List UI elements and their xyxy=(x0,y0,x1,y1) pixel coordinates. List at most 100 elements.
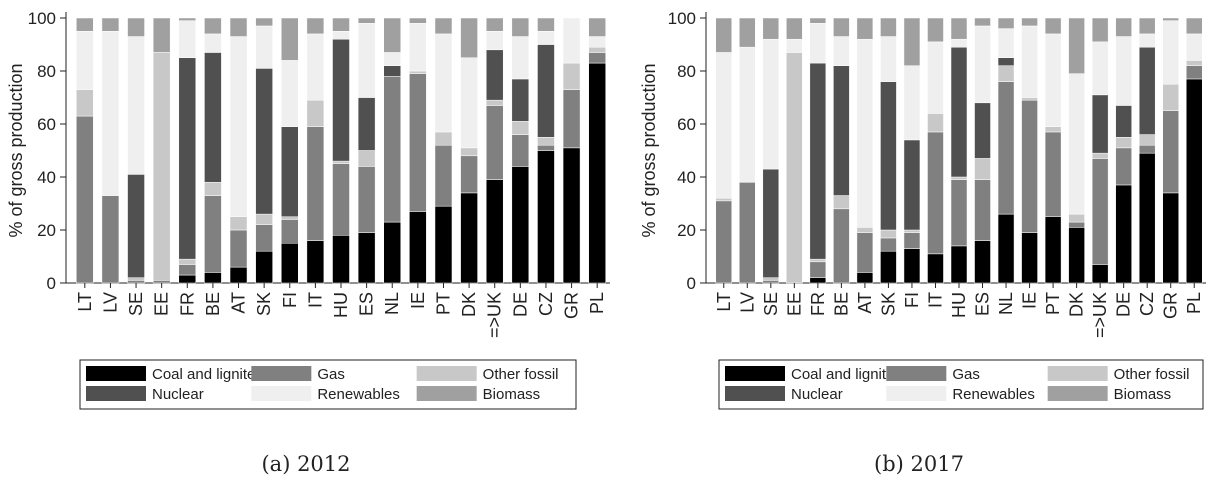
bar-segment-biomass xyxy=(786,17,803,40)
bar-segment-nuclear xyxy=(950,46,968,178)
x-tick-label: SE xyxy=(761,292,781,316)
x-tick-label: DK xyxy=(459,292,479,317)
chart-caption: (a) 2012 xyxy=(261,452,351,476)
x-tick-label: IE xyxy=(1020,292,1040,309)
bar-segment-biomass xyxy=(383,17,401,53)
bar-segment-other_fossil xyxy=(537,137,555,146)
x-tick-label: BE xyxy=(203,292,223,316)
y-tick-label: 60 xyxy=(37,115,56,134)
bar-segment-renewables xyxy=(588,36,606,48)
bar-segment-other_fossil xyxy=(1044,126,1062,133)
x-tick-label: NL xyxy=(382,292,402,315)
bar-segment-coal xyxy=(588,62,606,284)
bar-segment-coal xyxy=(1185,78,1203,284)
x-tick-label: PT xyxy=(433,292,453,315)
bar-segment-renewables xyxy=(101,31,120,196)
y-tick-label: 100 xyxy=(28,9,56,28)
y-axis-title: % of gross production xyxy=(639,63,659,237)
bar-segment-gas xyxy=(485,105,504,180)
bar-segment-gas xyxy=(204,195,222,273)
bar-segment-biomass xyxy=(281,17,299,61)
x-tick-label: AT xyxy=(855,292,875,314)
bar-segment-nuclear xyxy=(357,97,376,151)
bar-segment-renewables xyxy=(537,31,555,45)
bar-segment-renewables xyxy=(255,25,273,69)
bar-segment-biomass xyxy=(856,17,874,40)
bar-segment-renewables xyxy=(383,52,401,66)
bar-segment-biomass xyxy=(255,17,273,27)
bar-segment-gas xyxy=(1044,131,1062,217)
bar-segment-nuclear xyxy=(383,65,401,77)
bar-segment-biomass xyxy=(927,17,944,43)
bar-segment-coal xyxy=(1068,227,1085,284)
legend-label-gas: Gas xyxy=(952,366,980,383)
bar-segment-gas xyxy=(306,126,325,241)
bar-segment-renewables xyxy=(1021,25,1038,98)
x-tick-label: GR xyxy=(562,292,582,319)
bar-segment-renewables xyxy=(281,60,299,127)
bar-segment-gas xyxy=(1021,99,1038,233)
bar-segment-renewables xyxy=(1115,36,1132,106)
bar-segment-renewables xyxy=(562,17,581,64)
legend-box xyxy=(718,359,1204,410)
bar-segment-other_fossil xyxy=(1185,60,1203,66)
bar-segment-renewables xyxy=(833,36,850,66)
bar-segment-gas xyxy=(511,134,530,167)
x-tick-label: AT xyxy=(229,292,249,314)
bar-segment-renewables xyxy=(434,33,453,133)
x-tick-label: SK xyxy=(878,292,898,316)
bar-segment-biomass xyxy=(460,17,478,58)
bar-segment-biomass xyxy=(715,17,733,53)
bar-segment-gas xyxy=(588,52,606,64)
bar-segment-gas xyxy=(1138,144,1156,154)
x-tick-label: CZ xyxy=(536,292,556,316)
bar-segment-coal xyxy=(204,272,222,284)
bar-segment-gas xyxy=(974,179,991,241)
bar-segment-other_fossil xyxy=(127,277,145,281)
bar-segment-other_fossil xyxy=(856,227,874,233)
bar-segment-coal xyxy=(357,232,376,284)
bar-segment-nuclear xyxy=(281,126,299,217)
legend-swatch-renewables xyxy=(251,386,312,401)
bar-segment-gas xyxy=(101,195,120,284)
bar-segment-other_fossil xyxy=(511,121,530,135)
bar-segment-gas xyxy=(739,182,756,284)
bar-segment-biomass xyxy=(76,17,94,32)
x-tick-label: FR xyxy=(177,292,197,316)
bar-segment-coal xyxy=(856,272,874,284)
bar-segment-coal xyxy=(178,274,197,284)
x-tick-label: GR xyxy=(1161,292,1181,319)
bar-segment-gas xyxy=(1115,147,1132,186)
bar-segment-gas xyxy=(409,73,427,212)
bar-segment-other_fossil xyxy=(588,46,606,53)
y-tick-label: 20 xyxy=(677,221,696,240)
bar-segment-gas xyxy=(1185,65,1203,80)
legend-swatch-coal xyxy=(86,366,146,381)
bar-segment-nuclear xyxy=(762,168,780,278)
y-axis-title: % of gross production xyxy=(6,63,26,237)
bar-segment-coal xyxy=(1138,152,1156,284)
bar-segment-other_fossil xyxy=(76,89,94,117)
bar-segment-biomass xyxy=(950,17,968,40)
bar-segment-coal xyxy=(1021,232,1038,284)
bar-segment-coal xyxy=(997,213,1015,284)
bar-segment-other_fossil xyxy=(1115,137,1132,149)
bar-segment-gas xyxy=(255,224,273,252)
bar-segment-renewables xyxy=(880,36,897,82)
bar-segment-other_fossil xyxy=(485,99,504,106)
bar-segment-gas xyxy=(332,163,350,236)
bar-segment-coal xyxy=(950,245,968,284)
bar-segment-biomass xyxy=(588,17,606,37)
legend-swatch-biomass xyxy=(416,386,477,401)
bar-segment-renewables xyxy=(786,38,803,53)
y-tick-label: 80 xyxy=(677,62,696,81)
bar-segment-gas xyxy=(152,280,171,284)
bar-segment-biomass xyxy=(434,17,453,35)
x-tick-label: BE xyxy=(831,292,851,316)
legend-swatch-nuclear xyxy=(86,386,146,401)
bar-segment-coal xyxy=(511,166,530,284)
bar-segment-gas xyxy=(927,131,944,255)
bar-segment-biomass xyxy=(974,17,991,27)
bar-segment-gas xyxy=(1068,221,1085,228)
